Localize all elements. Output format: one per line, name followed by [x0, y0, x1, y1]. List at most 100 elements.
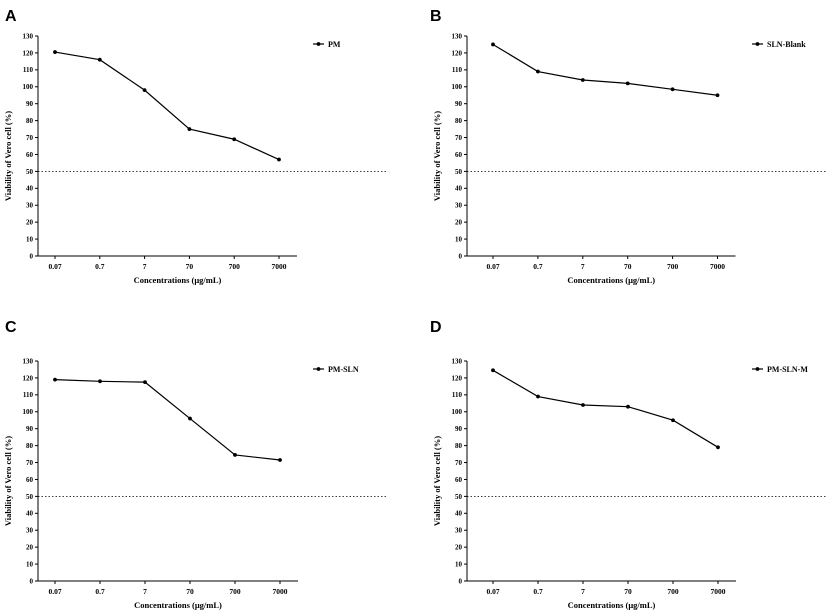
data-point — [670, 87, 675, 92]
x-axis-title: Concentrations (μg/mL) — [567, 275, 655, 285]
y-tick-label: 70 — [455, 459, 463, 467]
panel-letter: D — [430, 319, 442, 336]
panel-letter: C — [5, 319, 17, 336]
y-tick-label: 130 — [452, 32, 463, 40]
y-tick-label: 10 — [26, 235, 34, 243]
y-tick-label: 40 — [26, 185, 34, 193]
panel-letter: B — [430, 8, 442, 25]
y-tick-label: 90 — [26, 425, 34, 433]
legend-marker — [316, 367, 321, 371]
y-tick-label: 100 — [23, 408, 34, 416]
y-tick-label: 30 — [455, 527, 463, 535]
y-tick-label: 100 — [452, 83, 463, 91]
x-tick-label: 700 — [229, 262, 241, 271]
y-tick-label: 50 — [26, 493, 34, 501]
x-tick-label: 0.7 — [95, 262, 105, 271]
y-tick-label: 110 — [452, 66, 463, 74]
y-tick-label: 0 — [30, 252, 34, 260]
x-tick-label: 0.7 — [533, 587, 543, 596]
x-tick-label: 0.07 — [486, 587, 499, 596]
x-tick-label: 7 — [581, 587, 585, 596]
x-tick-label: 700 — [667, 587, 679, 596]
data-point — [536, 69, 540, 74]
y-tick-label: 110 — [452, 391, 463, 399]
data-point — [232, 137, 237, 142]
x-tick-label: 0.07 — [486, 262, 499, 271]
x-tick-label: 70 — [186, 587, 194, 596]
data-point — [97, 57, 102, 62]
y-tick-label: 130 — [452, 357, 463, 365]
legend-marker — [755, 42, 760, 46]
y-tick-label: 30 — [455, 202, 463, 210]
y-tick-label: 0 — [459, 577, 463, 585]
x-axis-title: Concentrations (μg/mL) — [568, 600, 656, 610]
legend-label: SLN-Blank — [767, 40, 806, 49]
y-tick-label: 70 — [455, 134, 463, 142]
series-line — [54, 379, 281, 461]
y-tick-label: 0 — [30, 577, 34, 585]
y-tick-label: 10 — [455, 560, 463, 568]
data-point — [142, 88, 147, 93]
y-tick-label: 90 — [26, 100, 34, 108]
x-tick-label: 70 — [624, 262, 632, 271]
y-tick-label: 90 — [455, 100, 463, 108]
x-tick-label: 70 — [186, 262, 194, 271]
y-tick-label: 80 — [455, 117, 463, 125]
data-point — [278, 458, 282, 462]
data-point — [536, 394, 540, 399]
y-tick-label: 0 — [459, 252, 463, 260]
y-tick-label: 60 — [455, 151, 463, 159]
y-tick-label: 120 — [452, 49, 463, 57]
data-point — [581, 403, 585, 407]
y-tick-label: 70 — [26, 459, 34, 467]
x-tick-label: 7 — [143, 587, 147, 596]
y-tick-label: 120 — [23, 374, 34, 382]
y-tick-label: 30 — [26, 527, 34, 535]
data-point — [143, 380, 147, 385]
x-tick-label: 7000 — [272, 262, 287, 271]
chart-panel-c: C 0 10 20 30 40 50 60 70 80 90 100 110 120 130 0.07 0.7 7… — [3, 319, 386, 610]
data-point — [277, 157, 281, 162]
legend-marker — [755, 367, 760, 371]
y-tick-label: 120 — [23, 49, 34, 57]
y-tick-label: 30 — [26, 202, 34, 210]
y-tick-label: 50 — [455, 168, 463, 176]
x-tick-label: 700 — [667, 262, 679, 271]
x-tick-label: 0.07 — [48, 587, 61, 596]
y-tick-label: 80 — [26, 117, 34, 125]
chart-panel-b: B 0 10 20 30 40 50 60 70 80 90 100 110 120 130 0.07 0.7 7… — [430, 8, 826, 285]
data-point — [53, 50, 57, 54]
y-axis-title: Viability of Vero cell (%) — [3, 436, 13, 526]
x-axis-title: Concentrations (μg/mL) — [134, 600, 222, 610]
y-tick-label: 110 — [23, 66, 34, 74]
legend-label: PM-SLN — [328, 365, 359, 374]
x-tick-label: 7000 — [710, 262, 725, 271]
y-tick-label: 20 — [455, 544, 463, 552]
y-tick-label: 120 — [452, 374, 463, 382]
x-tick-label: 70 — [624, 587, 632, 596]
x-tick-label: 0.7 — [95, 587, 105, 596]
panel-letter: A — [5, 8, 17, 25]
data-point — [187, 127, 192, 131]
x-tick-label: 7000 — [273, 587, 288, 596]
y-tick-label: 50 — [26, 168, 34, 176]
data-point — [233, 453, 237, 457]
x-tick-label: 7 — [581, 262, 585, 271]
x-tick-label: 0.07 — [48, 262, 61, 271]
y-tick-label: 10 — [26, 560, 34, 568]
legend-label: PM-SLN-M — [767, 365, 808, 374]
y-tick-label: 130 — [23, 357, 34, 365]
data-point — [98, 379, 102, 384]
series-line — [492, 43, 718, 96]
data-point — [491, 42, 495, 47]
y-tick-label: 110 — [23, 391, 34, 399]
y-tick-label: 40 — [455, 510, 463, 518]
y-tick-label: 80 — [455, 442, 463, 450]
y-tick-label: 80 — [26, 442, 34, 450]
y-tick-label: 40 — [26, 510, 34, 518]
legend-marker — [316, 42, 321, 46]
x-axis-title: Concentrations (μg/mL) — [134, 275, 222, 285]
y-axis-title: Viability of Vero cell (%) — [432, 436, 442, 526]
data-point — [716, 445, 720, 450]
data-point — [580, 78, 585, 82]
